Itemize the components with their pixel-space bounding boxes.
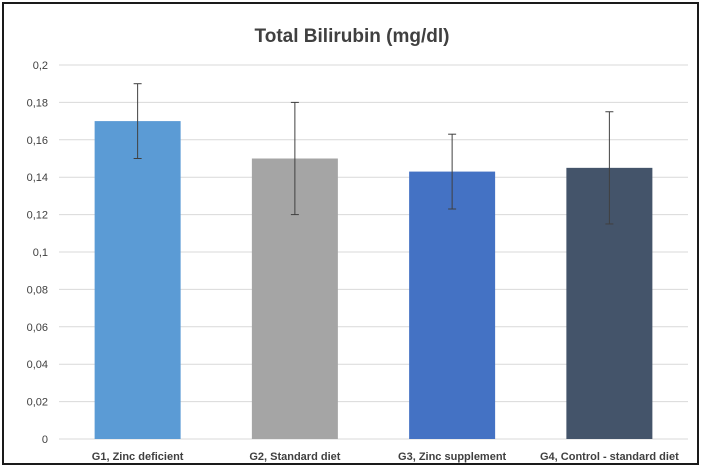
chart-frame: Total Bilirubin (mg/dl) 0 0,02 0,04 0,06 0,0… bbox=[2, 2, 699, 465]
y-tick-label: 0,14 bbox=[27, 172, 48, 184]
y-tick-label: 0 bbox=[42, 434, 48, 446]
x-tick-label: G2, Standard diet bbox=[249, 451, 340, 463]
y-tick-label: 0,02 bbox=[27, 397, 48, 409]
y-tick-label: 0,18 bbox=[27, 97, 48, 109]
y-tick-label: 0,12 bbox=[27, 210, 48, 222]
bar-chart: Total Bilirubin (mg/dl) 0 0,02 0,04 0,06 0,0… bbox=[27, 26, 688, 463]
x-tick-label: G1, Zinc deficient bbox=[92, 451, 184, 463]
y-tick-label: 0,06 bbox=[27, 322, 48, 334]
bar bbox=[409, 171, 496, 439]
y-tick-label: 0,2 bbox=[33, 60, 48, 72]
y-tick-label: 0,16 bbox=[27, 135, 48, 147]
bar bbox=[94, 121, 181, 439]
x-tick-label: G3, Zinc supplement bbox=[398, 451, 507, 463]
x-tick-label: G4, Control - standard diet bbox=[540, 451, 679, 463]
chart-title: Total Bilirubin (mg/dl) bbox=[255, 26, 450, 47]
y-tick-label: 0,04 bbox=[27, 359, 48, 371]
y-tick-label: 0,1 bbox=[33, 247, 48, 259]
y-tick-label: 0,08 bbox=[27, 284, 48, 296]
